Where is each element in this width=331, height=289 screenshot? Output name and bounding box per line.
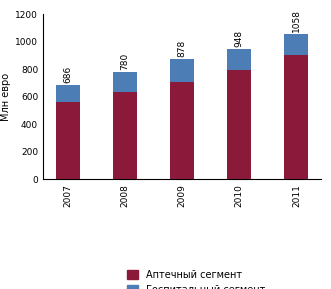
Text: 1058: 1058	[292, 9, 301, 32]
Bar	[227, 49, 251, 70]
Text: 878: 878	[177, 40, 187, 57]
Bar	[56, 102, 80, 179]
Text: 686: 686	[63, 66, 72, 83]
Bar	[170, 59, 194, 82]
Bar	[113, 92, 137, 179]
Legend: Аптечный сегмент, Госпитальный сегмент: Аптечный сегмент, Госпитальный сегмент	[126, 270, 265, 289]
Bar	[284, 55, 308, 179]
Bar	[227, 70, 251, 179]
Bar	[170, 82, 194, 179]
Bar	[113, 72, 137, 92]
Text: 948: 948	[235, 30, 244, 47]
Bar	[284, 34, 308, 55]
Bar	[56, 85, 80, 102]
Y-axis label: Млн евро: Млн евро	[1, 73, 11, 121]
Text: 780: 780	[120, 53, 129, 71]
